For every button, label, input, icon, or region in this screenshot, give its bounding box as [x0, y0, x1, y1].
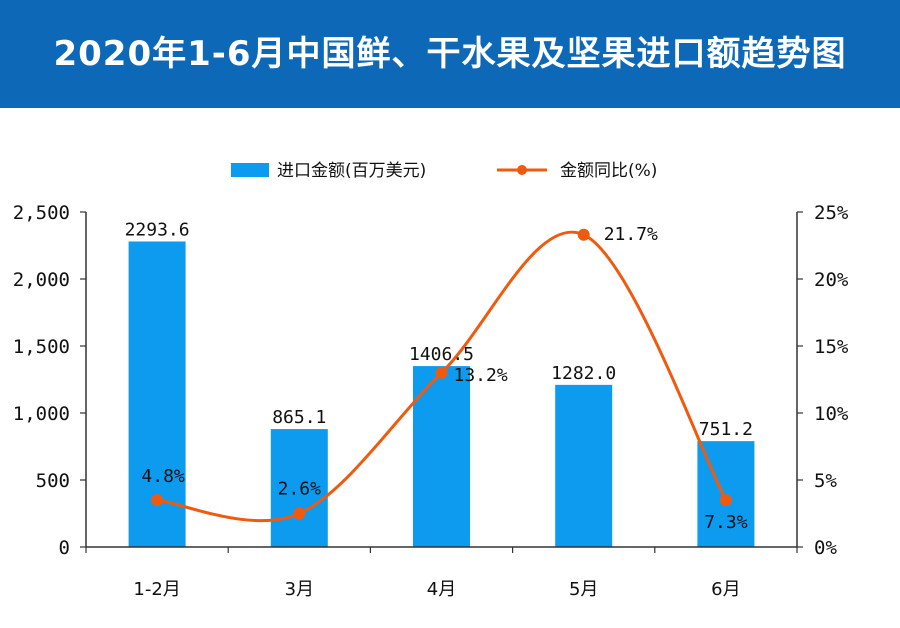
x-tick-label: 4月 [427, 579, 456, 600]
legend-line-marker [517, 165, 527, 175]
yoy-point-2 [293, 507, 306, 520]
y-right-tick-label: 15% [814, 336, 849, 358]
yoy-value-label-1: 4.8% [141, 466, 185, 487]
yoy-point-1 [151, 494, 164, 507]
legend-line-label: 金额同比(%) [560, 161, 657, 181]
bar-value-label-2: 865.1 [272, 407, 326, 428]
bar-2 [270, 429, 328, 547]
yoy-value-label-3: 13.2% [454, 365, 508, 386]
yoy-line [156, 230, 728, 523]
y-left-tick-label: 0 [59, 537, 70, 559]
y-right-tick-label: 0% [814, 537, 837, 559]
legend-bar-swatch [231, 163, 269, 177]
legend-bar-label: 进口金额(百万美元) [277, 161, 426, 181]
bar-value-label-1: 2293.6 [125, 219, 190, 240]
x-tick-label: 3月 [285, 579, 314, 600]
yoy-point-4 [577, 228, 590, 241]
yoy-value-label-2: 2.6% [278, 479, 322, 500]
y-right-tick-label: 25% [814, 202, 849, 224]
yoy-point-5 [719, 494, 732, 507]
x-tick-label: 1-2月 [133, 579, 180, 600]
yoy-value-label-5: 7.3% [704, 512, 748, 533]
bar-value-label-3: 1406.5 [409, 344, 474, 365]
yoy-point-3 [435, 366, 448, 379]
bar-4 [555, 384, 613, 547]
y-left-tick-label: 2,000 [13, 269, 70, 291]
y-left-tick-label: 2,500 [13, 202, 70, 224]
x-tick-label: 6月 [711, 579, 740, 600]
y-left-tick-label: 500 [36, 470, 70, 492]
combo-chart: 进口金额(百万美元) 金额同比(%) 1-2月 3月 4月 5月 6月 0 500 1,000 1,… [13, 161, 849, 600]
y-left-tick-label: 1,000 [13, 403, 70, 425]
yoy-value-label-4: 21.7% [604, 224, 658, 245]
title-banner [0, 0, 900, 108]
y-right-tick-label: 20% [814, 269, 849, 291]
y-left-tick-label: 1,500 [13, 336, 70, 358]
bar-value-label-4: 1282.0 [551, 363, 616, 384]
y-right-tick-label: 10% [814, 403, 849, 425]
x-tick-label: 5月 [569, 579, 598, 600]
y-right-tick-label: 5% [814, 470, 837, 492]
bar-3 [413, 366, 470, 547]
bar-value-label-5: 751.2 [699, 419, 753, 440]
chart-title: 2020年1-6月中国鲜、干水果及坚果进口额趋势图 [53, 34, 847, 74]
